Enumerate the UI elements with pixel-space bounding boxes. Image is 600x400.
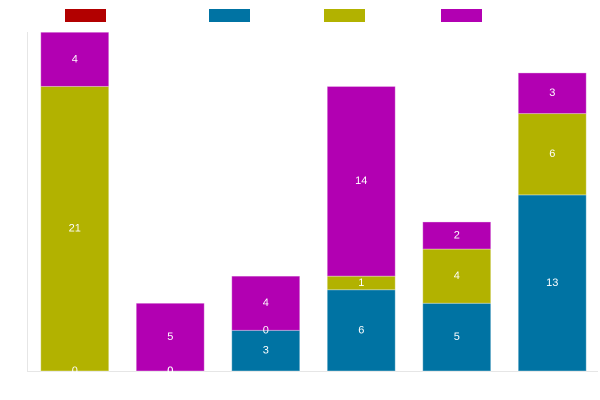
data-label-s3-c2: 0	[167, 365, 173, 377]
legend-swatch-4	[441, 9, 482, 22]
data-label-s3-c3: 0	[263, 324, 269, 336]
legend	[65, 9, 482, 22]
data-label-s2-c1: 0	[72, 365, 78, 377]
bar-segment-s2-c4	[326, 289, 396, 372]
data-label-s4-c1: 4	[72, 53, 78, 65]
data-label-s3-c1: 21	[69, 223, 81, 235]
data-label-s4-c3: 4	[263, 297, 269, 309]
bar-segment-s4-c3	[231, 275, 301, 331]
data-label-s4-c2: 5	[167, 331, 173, 343]
bar-segment-s2-c5	[422, 302, 492, 372]
bar-segment-s3-c5	[422, 248, 492, 304]
bar-segment-s3-c6	[517, 113, 587, 196]
data-label-s3-c5: 4	[454, 270, 460, 282]
data-label-s2-c4: 6	[358, 324, 364, 336]
legend-swatch-2	[209, 9, 250, 22]
bar-segment-s4-c1	[40, 31, 110, 87]
data-label-s2-c5: 5	[454, 331, 460, 343]
legend-swatch-1	[65, 9, 106, 22]
data-label-s4-c4: 14	[355, 175, 367, 187]
bar-segment-s4-c5	[422, 221, 492, 250]
bar-segment-s3-c1	[40, 85, 110, 372]
bar-segment-s4-c6	[517, 72, 587, 115]
data-label-s2-c2: 0	[167, 365, 173, 377]
legend-swatch-3	[324, 9, 365, 22]
bars	[40, 31, 587, 372]
data-label-s3-c6: 6	[549, 148, 555, 160]
data-label-s4-c6: 3	[549, 87, 555, 99]
data-label-s3-c4: 1	[358, 277, 364, 289]
bar-segment-s2-c6	[517, 194, 587, 372]
data-label-s4-c5: 2	[454, 229, 460, 241]
bar-segment-s4-c2	[135, 302, 205, 372]
data-label-s2-c6: 13	[546, 277, 558, 289]
data-label-s2-c3: 3	[263, 345, 269, 357]
bar-segment-s2-c3	[231, 329, 301, 372]
bar-segment-s4-c4	[326, 85, 396, 277]
